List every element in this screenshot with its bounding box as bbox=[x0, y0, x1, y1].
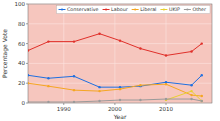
legend-box bbox=[57, 6, 210, 14]
point bbox=[190, 90, 192, 92]
point bbox=[73, 101, 75, 103]
point bbox=[165, 54, 167, 56]
point bbox=[28, 49, 29, 51]
point bbox=[139, 99, 141, 101]
grid-line bbox=[28, 83, 212, 84]
legend-label: Other bbox=[192, 7, 206, 12]
point bbox=[165, 83, 167, 85]
legend-marker bbox=[186, 8, 188, 10]
legend-swatch bbox=[103, 9, 110, 10]
point bbox=[47, 85, 49, 87]
point bbox=[201, 95, 203, 97]
series-line bbox=[28, 34, 202, 56]
legend-marker bbox=[105, 8, 107, 10]
tick bbox=[63, 103, 64, 105]
tick bbox=[114, 103, 115, 105]
legend-item: Other bbox=[184, 7, 206, 12]
tick-label: 2000 bbox=[108, 106, 122, 112]
legend-item: Liberal bbox=[132, 7, 157, 12]
series-line bbox=[28, 75, 202, 87]
point bbox=[201, 74, 203, 76]
point bbox=[119, 88, 121, 90]
grid-line bbox=[28, 23, 212, 24]
legend-swatch bbox=[184, 9, 191, 10]
point bbox=[119, 39, 121, 41]
point bbox=[98, 90, 100, 92]
point bbox=[28, 82, 29, 84]
tick-label: 2010 bbox=[159, 106, 173, 112]
tick bbox=[26, 103, 28, 104]
point bbox=[98, 86, 100, 88]
point bbox=[201, 100, 203, 102]
point bbox=[47, 77, 49, 79]
series-line bbox=[28, 83, 202, 96]
point bbox=[28, 101, 29, 103]
point bbox=[165, 98, 167, 100]
x-axis-label: Year bbox=[113, 113, 127, 120]
tick bbox=[26, 4, 28, 5]
legend-label: Labour bbox=[111, 7, 128, 12]
chart: 0 20 40 60 80 100 1990 2000 2010 Year Percentage V… bbox=[0, 0, 220, 121]
legend-marker bbox=[134, 8, 136, 10]
grid-line bbox=[28, 63, 212, 64]
tick-label: 0 bbox=[22, 100, 26, 106]
legend-label: Liberal bbox=[140, 7, 156, 12]
point bbox=[201, 42, 203, 44]
grid-line bbox=[28, 43, 212, 44]
tick bbox=[26, 63, 28, 64]
tick-label: 20 bbox=[18, 80, 25, 86]
point bbox=[73, 89, 75, 91]
tick-label: 1990 bbox=[57, 106, 71, 112]
point bbox=[201, 100, 203, 102]
tick bbox=[26, 43, 28, 44]
point bbox=[47, 101, 49, 103]
point bbox=[165, 99, 167, 101]
legend: Conservative Labour Liberal UKIP Other bbox=[57, 6, 210, 14]
point bbox=[190, 98, 192, 100]
tick bbox=[26, 83, 28, 84]
tick bbox=[26, 23, 28, 24]
point bbox=[47, 40, 49, 42]
point bbox=[139, 85, 141, 87]
grid-line bbox=[166, 4, 167, 103]
point bbox=[190, 94, 192, 96]
point bbox=[28, 74, 29, 76]
point bbox=[119, 99, 121, 101]
point bbox=[98, 100, 100, 102]
point bbox=[139, 84, 141, 86]
tick-label: 100 bbox=[15, 1, 26, 7]
legend-label: Conservative bbox=[67, 7, 99, 12]
plot-frame bbox=[28, 4, 212, 103]
legend-swatch bbox=[132, 9, 139, 10]
point bbox=[190, 50, 192, 52]
point bbox=[190, 84, 192, 86]
point bbox=[98, 33, 100, 35]
legend-item: UKIP bbox=[160, 7, 180, 12]
legend-item: Labour bbox=[103, 7, 128, 12]
legend-item: Conservative bbox=[59, 7, 99, 12]
legend-marker bbox=[61, 8, 63, 10]
plot-area bbox=[28, 4, 212, 103]
point bbox=[73, 75, 75, 77]
legend-swatch bbox=[59, 9, 66, 10]
y-axis-label: Percentage Vote bbox=[1, 29, 9, 78]
point bbox=[73, 40, 75, 42]
tick-label: 80 bbox=[18, 21, 25, 27]
tick-label: 60 bbox=[18, 41, 25, 47]
point bbox=[139, 47, 141, 49]
tick-label: 40 bbox=[18, 60, 25, 66]
series-group bbox=[28, 33, 203, 104]
grid-line bbox=[114, 4, 115, 103]
legend-label: UKIP bbox=[169, 7, 180, 12]
series-line bbox=[28, 99, 202, 102]
tick bbox=[166, 103, 167, 105]
legend-marker bbox=[163, 8, 165, 10]
legend-swatch bbox=[160, 9, 167, 10]
